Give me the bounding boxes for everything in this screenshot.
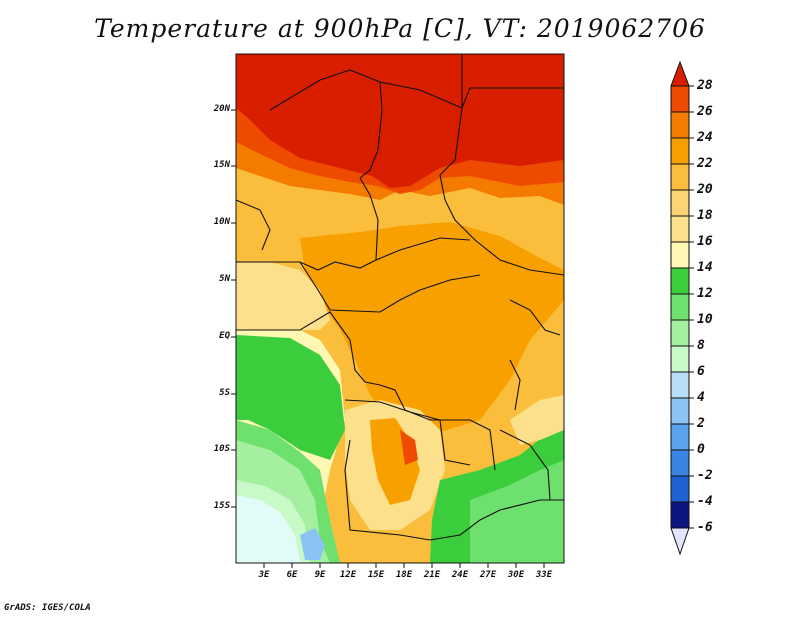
colorbar-label-16: 16 — [697, 234, 713, 249]
country-borders — [236, 54, 564, 541]
colorbar-label-2: 2 — [697, 416, 705, 431]
colorbar-label-neg6: -6 — [697, 520, 713, 535]
colorbar-label-24: 24 — [697, 130, 713, 145]
lat-label-15n: 15N — [213, 160, 230, 170]
colorbar-swatch-12-14 — [670, 267, 690, 295]
map-title: Temperature at 900hPa [C], VT: 201906270… — [94, 14, 706, 43]
lon-label-6e: 6E — [286, 570, 298, 580]
colorbar-swatch-4-6 — [670, 371, 690, 399]
colorbar-label-26: 26 — [697, 104, 713, 119]
colorbar-swatch-20-22 — [670, 163, 690, 191]
lon-label-27e: 27E — [479, 570, 497, 580]
colorbar-swatch-6-8 — [670, 345, 690, 373]
field-12-southeast — [470, 460, 564, 563]
colorbar-label-8: 8 — [697, 338, 705, 353]
lat-label-10s: 10S — [213, 444, 230, 454]
border-12 — [509, 299, 561, 336]
colorbar — [670, 60, 694, 556]
border-10 — [344, 439, 564, 541]
border-8 — [236, 311, 496, 471]
border-1 — [269, 69, 383, 179]
colorbar-label-28: 28 — [697, 78, 713, 93]
border-13 — [509, 359, 521, 411]
field-18-east — [510, 395, 564, 445]
border-11 — [236, 199, 271, 251]
border-3 — [461, 87, 564, 109]
colorbar-swatch-neg6-neg4 — [670, 501, 690, 529]
field-22 — [300, 222, 564, 440]
field-cool-coast — [236, 495, 300, 563]
colorbar-label-4: 4 — [697, 390, 705, 405]
border-6 — [375, 237, 471, 261]
lon-label-21e: 21E — [423, 570, 441, 580]
lon-label-18e: 18E — [395, 570, 413, 580]
lat-label-15s: 15S — [213, 501, 230, 511]
colorbar-swatch-2-4 — [670, 397, 690, 425]
lat-label-5n: 5N — [219, 274, 230, 284]
colorbar-label-20: 20 — [697, 182, 713, 197]
lon-ticks — [263, 563, 545, 568]
grads-credit: GrADS: IGES/COLA — [4, 603, 91, 613]
lat-label-10n: 10N — [213, 217, 230, 227]
colorbar-label-18: 18 — [697, 208, 713, 223]
border-7 — [299, 261, 481, 313]
colorbar-swatch-14-16 — [670, 241, 690, 269]
colorbar-top-arrow — [670, 60, 690, 87]
colorbar-label-0: 0 — [697, 442, 705, 457]
colorbar-label-22: 22 — [697, 156, 713, 171]
colorbar-label-12: 12 — [697, 286, 713, 301]
border-14 — [499, 429, 551, 501]
colorbar-label-neg2: -2 — [697, 468, 713, 483]
temperature-field — [236, 54, 564, 563]
colorbar-swatch-0-2 — [670, 423, 690, 451]
colorbar-swatch-26-28 — [670, 85, 690, 113]
lon-label-12e: 12E — [339, 570, 357, 580]
colorbar-label-6: 6 — [697, 364, 705, 379]
field-18-west — [236, 262, 330, 330]
lon-label-30e: 30E — [507, 570, 525, 580]
map-frame — [235, 53, 565, 564]
colorbar-bottom-arrow — [670, 527, 690, 556]
lat-label-eq: EQ — [219, 331, 230, 341]
lon-label-3e: 3E — [258, 570, 270, 580]
border-4 — [439, 107, 564, 276]
lon-label-24e: 24E — [451, 570, 469, 580]
colorbar-swatch-18-20 — [670, 189, 690, 217]
lon-label-33e: 33E — [535, 570, 553, 580]
colorbar-label-14: 14 — [697, 260, 713, 275]
field-26-south — [400, 430, 418, 465]
colorbar-swatch-16-18 — [670, 215, 690, 243]
lat-label-5s: 5S — [219, 388, 230, 398]
border-2 — [379, 54, 463, 109]
border-9 — [344, 399, 471, 466]
colorbar-label-neg4: -4 — [697, 494, 713, 509]
colorbar-swatch-8-10 — [670, 319, 690, 347]
colorbar-swatch-22-24 — [670, 137, 690, 165]
lat-label-20n: 20N — [213, 104, 230, 114]
field-6-patch — [300, 528, 325, 560]
colorbar-swatch-neg2-0 — [670, 449, 690, 477]
lat-ticks — [231, 109, 236, 508]
colorbar-swatch-neg4-neg2 — [670, 475, 690, 503]
border-5 — [236, 177, 379, 271]
colorbar-swatch-24-26 — [670, 111, 690, 139]
colorbar-swatch-10-12 — [670, 293, 690, 321]
colorbar-label-10: 10 — [697, 312, 713, 327]
lon-label-9e: 9E — [314, 570, 326, 580]
lon-label-15e: 15E — [367, 570, 385, 580]
field-14-coast — [236, 335, 345, 460]
